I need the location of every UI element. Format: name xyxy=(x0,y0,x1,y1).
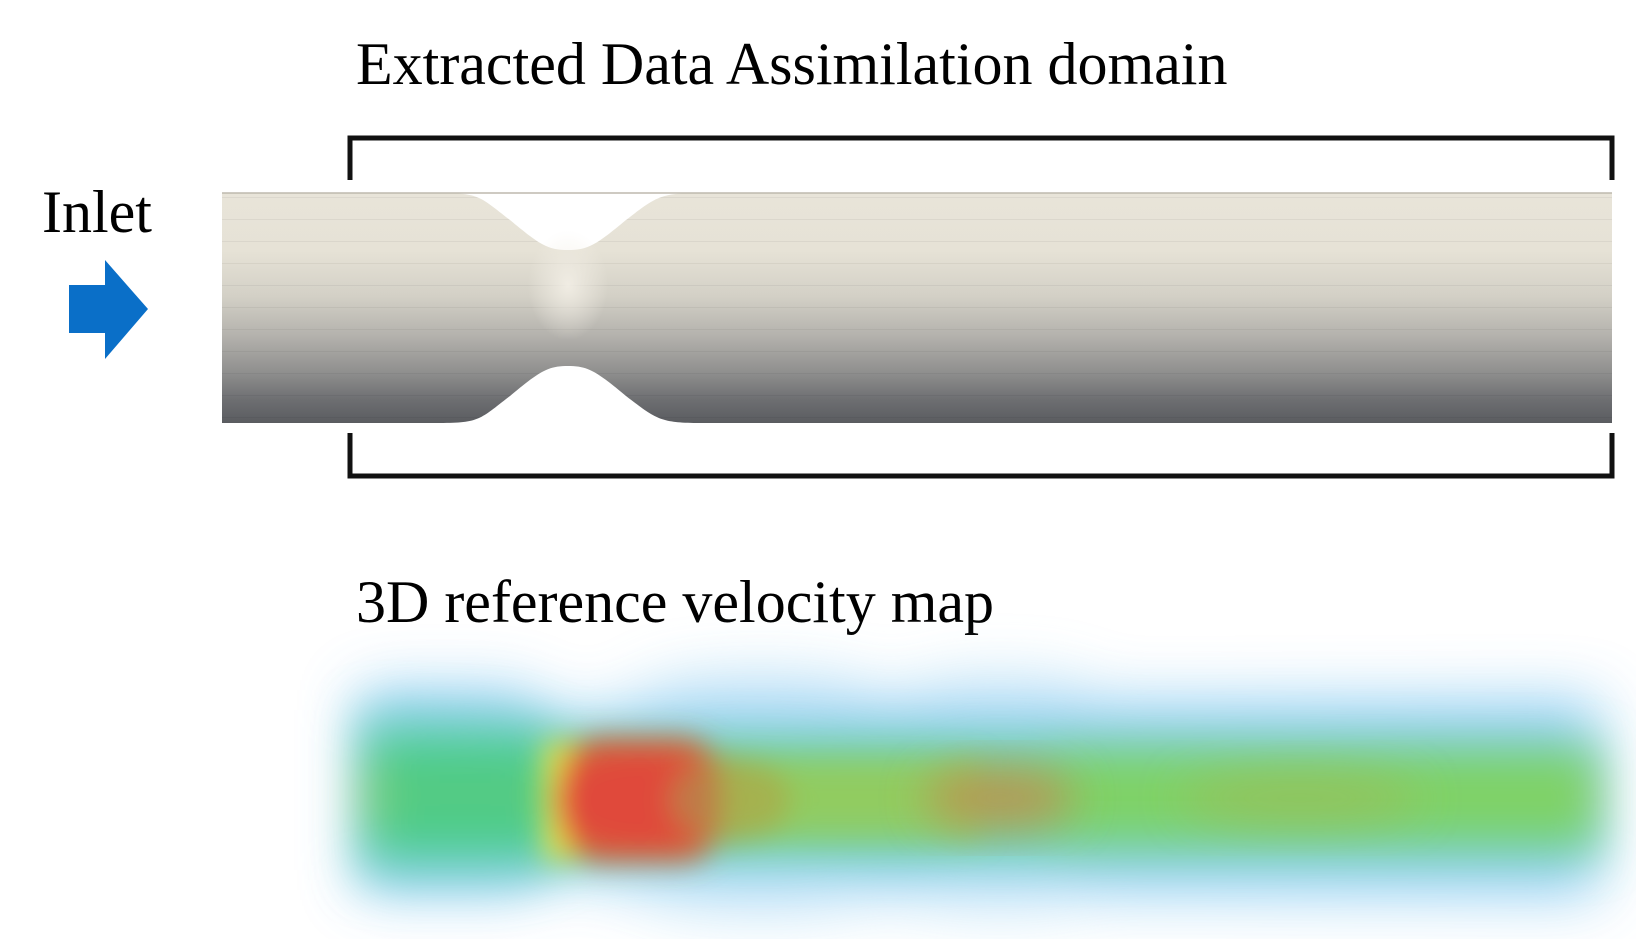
stenosis-pipe xyxy=(222,192,1612,423)
domain-bracket xyxy=(347,135,1615,479)
domain-title: Extracted Data Assimilation domain xyxy=(356,31,1228,97)
inlet-label: Inlet xyxy=(42,179,152,245)
velocity-map xyxy=(360,678,1600,907)
velocity-map-title: 3D reference velocity map xyxy=(356,569,994,635)
right-arrow-icon xyxy=(69,260,148,359)
